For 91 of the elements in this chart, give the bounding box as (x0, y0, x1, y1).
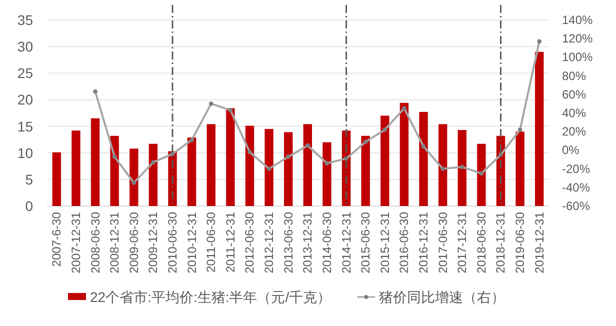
y2-tick-label: 140% (562, 13, 594, 27)
y-tick-label: 15 (17, 118, 34, 134)
point (248, 150, 252, 154)
bar (535, 52, 544, 206)
y2-tick-label: -60% (562, 199, 590, 213)
point (421, 144, 426, 149)
point (440, 166, 446, 171)
x-tick-label: 2017-12-31 (455, 212, 470, 274)
x-tick-label: 2016-12-31 (416, 212, 430, 274)
bar (148, 144, 158, 206)
point (266, 166, 272, 171)
bar (264, 128, 274, 206)
y-tick-label: 5 (25, 171, 34, 188)
point (402, 106, 406, 111)
x-tick-label: 2011-06-30 (204, 212, 218, 272)
point (382, 128, 388, 132)
y2-tick-label: 60% (562, 87, 586, 102)
x-tick-label: 2009-06-30 (126, 212, 141, 274)
bar (245, 126, 254, 206)
point (112, 154, 117, 159)
legend-label: 猪价同比增速（右） (379, 289, 506, 305)
y-tick-label: 25 (17, 65, 34, 82)
y-tick-label: 0 (25, 198, 34, 214)
x-tick-label: 2010-06-30 (166, 212, 180, 274)
x-tick-label: 2011-12-31 (223, 212, 238, 272)
x-tick-label: 2007-12-31 (68, 212, 83, 274)
point (363, 140, 368, 144)
x-tick-label: 2014-12-31 (339, 212, 354, 274)
bar (303, 124, 312, 206)
point (228, 108, 233, 112)
bar (400, 102, 409, 206)
point (286, 154, 291, 159)
bar (130, 148, 138, 206)
x-tick-label: 2008-06-30 (88, 212, 102, 274)
x-tick-label: 2016-06-30 (397, 212, 412, 274)
y-tick-label: 20 (17, 92, 34, 108)
point (537, 39, 542, 44)
x-tick-label: 2007-6-30 (50, 212, 64, 267)
y2-tick-label: -40% (562, 180, 590, 194)
bar (284, 132, 293, 206)
bar (187, 137, 196, 206)
x-tick-label: 2008-12-31 (108, 212, 122, 274)
y2-tick-label: -20% (562, 162, 590, 176)
y2-tick-label: 20% (562, 124, 586, 139)
y2-tick-label: 120% (562, 32, 594, 46)
x-tick-label: 2019-12-31 (532, 212, 546, 274)
x-tick-label: 2015-06-30 (358, 212, 373, 274)
x-tick-label: 2010-12-31 (184, 212, 199, 274)
bar (322, 142, 332, 206)
legend-label: 22个省市:平均价:生猪:半年（元/千克） (90, 289, 332, 305)
x-tick-label: 2019-06-30 (513, 212, 528, 274)
x-tick-label: 2012-06-30 (242, 212, 257, 274)
bar (72, 130, 80, 206)
x-tick-label: 2018-12-31 (494, 212, 508, 274)
bar (226, 108, 235, 206)
bar (516, 132, 524, 206)
point (208, 102, 214, 106)
y2-tick-label: 100% (562, 50, 594, 64)
point (460, 164, 464, 170)
point (479, 171, 484, 176)
x-tick-label: 2018-06-30 (474, 212, 488, 274)
x-tick-label: 2014-06-30 (320, 212, 334, 274)
point (305, 143, 310, 148)
y2-tick-label: 40% (562, 106, 586, 120)
x-tick-label: 2015-12-31 (378, 212, 392, 274)
bar (361, 136, 370, 206)
bar (419, 112, 428, 206)
bar (458, 130, 466, 206)
point (190, 138, 194, 142)
x-tick-label: 2013-12-31 (300, 212, 315, 274)
y-tick-label: 35 (17, 12, 34, 28)
bar (52, 152, 61, 206)
bar (380, 116, 390, 206)
point (93, 89, 98, 94)
point (324, 161, 330, 166)
bar (110, 136, 119, 206)
y2-tick-label: 80% (562, 68, 586, 83)
y-tick-label: 30 (17, 38, 34, 55)
bar (90, 118, 100, 206)
bar (438, 124, 448, 206)
x-tick-label: 2013-06-30 (281, 212, 296, 274)
bar (477, 144, 486, 206)
y2-tick-label: 0% (562, 143, 580, 158)
bar (206, 124, 216, 206)
x-tick-label: 2009-12-31 (146, 212, 160, 274)
x-tick-label: 2012-12-31 (262, 212, 276, 274)
y-tick-label: 10 (17, 144, 34, 161)
x-tick-label: 2017-06-30 (436, 212, 450, 274)
point (132, 180, 136, 185)
point (150, 160, 156, 164)
point (518, 128, 522, 132)
